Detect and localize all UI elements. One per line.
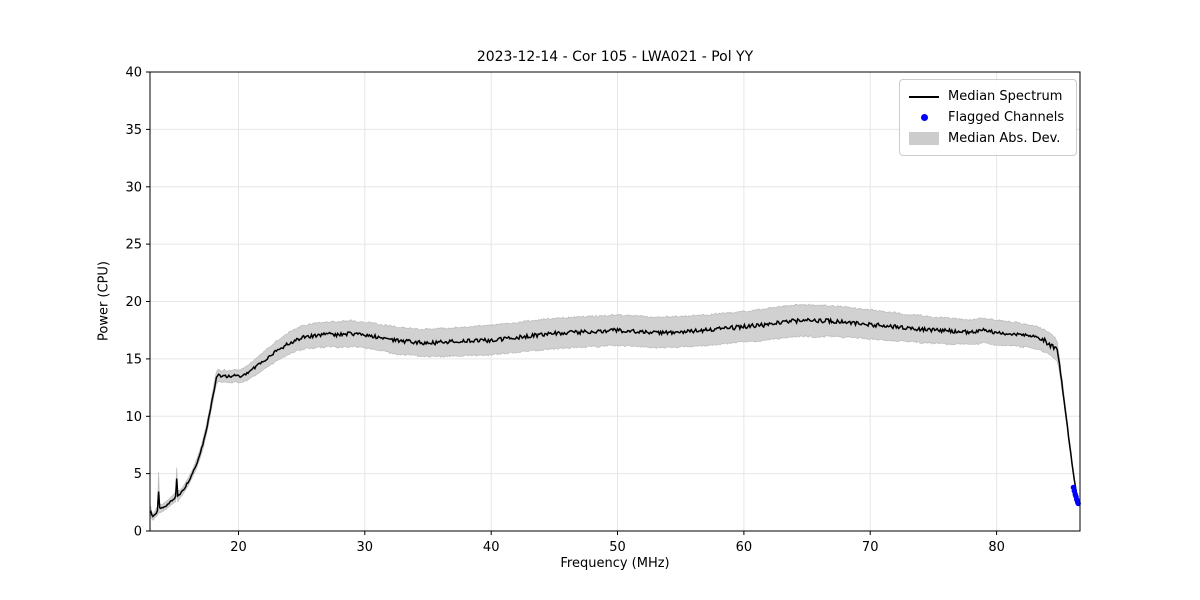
svg-text:5: 5 — [134, 467, 142, 482]
svg-text:60: 60 — [736, 540, 753, 555]
svg-text:15: 15 — [125, 352, 142, 367]
legend-item-median-spectrum: Median Spectrum — [909, 86, 1067, 107]
svg-text:30: 30 — [357, 540, 374, 555]
svg-text:0: 0 — [134, 525, 142, 540]
tick-marks — [146, 71, 998, 535]
svg-text:25: 25 — [125, 238, 142, 253]
median-abs-dev-band — [150, 303, 1080, 521]
svg-text:40: 40 — [483, 540, 500, 555]
legend-item-flagged-channels: Flagged Channels — [909, 107, 1067, 128]
median-spectrum-line-icon — [909, 95, 939, 98]
flagged-channels-points — [1070, 484, 1081, 507]
median-spectrum-line — [150, 317, 1080, 518]
x-tick-labels: 20 30 40 50 60 70 80 — [230, 540, 1005, 555]
y-axis-label: Power (CPU) — [96, 260, 112, 342]
svg-text:35: 35 — [125, 123, 142, 138]
legend-label: Flagged Channels — [948, 110, 1065, 125]
svg-text:20: 20 — [230, 540, 247, 555]
chart-title: 2023-12-14 - Cor 105 - LWA021 - Pol YY — [476, 49, 754, 65]
legend-label: Median Spectrum — [948, 89, 1063, 104]
legend-item-median-abs-dev: Median Abs. Dev. — [909, 128, 1067, 149]
legend: Median Spectrum Flagged Channels Median … — [899, 79, 1077, 156]
gridlines — [150, 71, 1080, 532]
svg-text:20: 20 — [125, 295, 142, 310]
svg-text:10: 10 — [125, 410, 142, 425]
legend-label: Median Abs. Dev. — [948, 131, 1061, 146]
svg-text:40: 40 — [125, 66, 142, 81]
median-abs-dev-patch-icon — [909, 132, 939, 145]
x-axis-label: Frequency (MHz) — [560, 556, 670, 571]
svg-text:80: 80 — [988, 540, 1005, 555]
svg-text:50: 50 — [609, 540, 626, 555]
svg-text:70: 70 — [862, 540, 879, 555]
y-tick-labels: 0 5 10 15 20 25 30 35 40 — [125, 66, 142, 540]
flagged-channels-dot-icon — [909, 114, 939, 121]
svg-text:30: 30 — [125, 180, 142, 195]
